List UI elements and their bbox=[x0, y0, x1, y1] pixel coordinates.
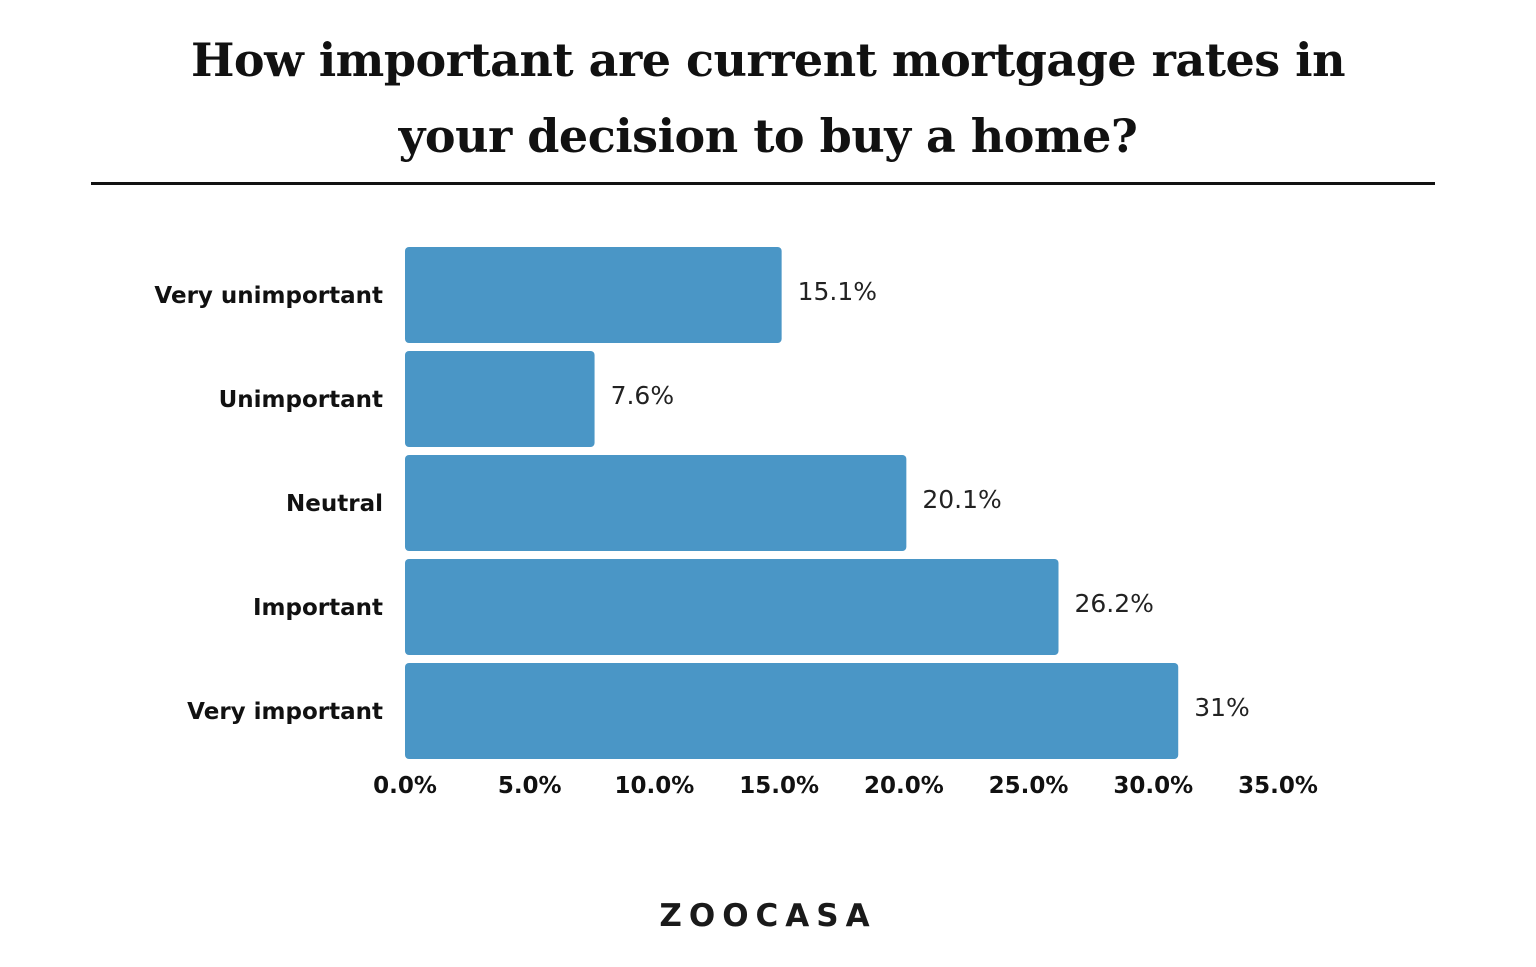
x-tick-label: 15.0% bbox=[739, 773, 819, 799]
chart-title: How important are current mortgage rates… bbox=[90, 22, 1446, 174]
value-label: 31% bbox=[1194, 693, 1250, 722]
value-label: 26.2% bbox=[1075, 589, 1154, 618]
x-tick-label: 0.0% bbox=[373, 773, 437, 799]
x-tick-label: 10.0% bbox=[615, 773, 695, 799]
bar-very-unimportant bbox=[405, 247, 782, 343]
x-tick-label: 35.0% bbox=[1238, 773, 1318, 799]
bar-unimportant bbox=[405, 351, 595, 447]
category-label: Very important bbox=[187, 699, 383, 725]
title-divider bbox=[91, 182, 1435, 185]
category-label: Very unimportant bbox=[154, 283, 383, 309]
category-label: Important bbox=[253, 595, 383, 621]
value-label: 15.1% bbox=[798, 277, 877, 306]
bar-very-important bbox=[405, 663, 1179, 759]
zoocasa-logo: ZOOCASA bbox=[659, 898, 877, 934]
x-tick-label: 20.0% bbox=[864, 773, 944, 799]
bar-neutral bbox=[405, 455, 907, 551]
x-tick-label: 25.0% bbox=[989, 773, 1069, 799]
value-label: 7.6% bbox=[611, 381, 675, 410]
value-label: 20.1% bbox=[922, 485, 1001, 514]
x-tick-label: 5.0% bbox=[498, 773, 562, 799]
bar-important bbox=[405, 559, 1059, 655]
chart-title-line-2: your decision to buy a home? bbox=[398, 109, 1138, 163]
x-tick-label: 30.0% bbox=[1113, 773, 1193, 799]
chart-title-line-1: How important are current mortgage rates… bbox=[190, 33, 1346, 87]
category-label: Unimportant bbox=[219, 387, 383, 413]
category-label: Neutral bbox=[286, 491, 383, 517]
